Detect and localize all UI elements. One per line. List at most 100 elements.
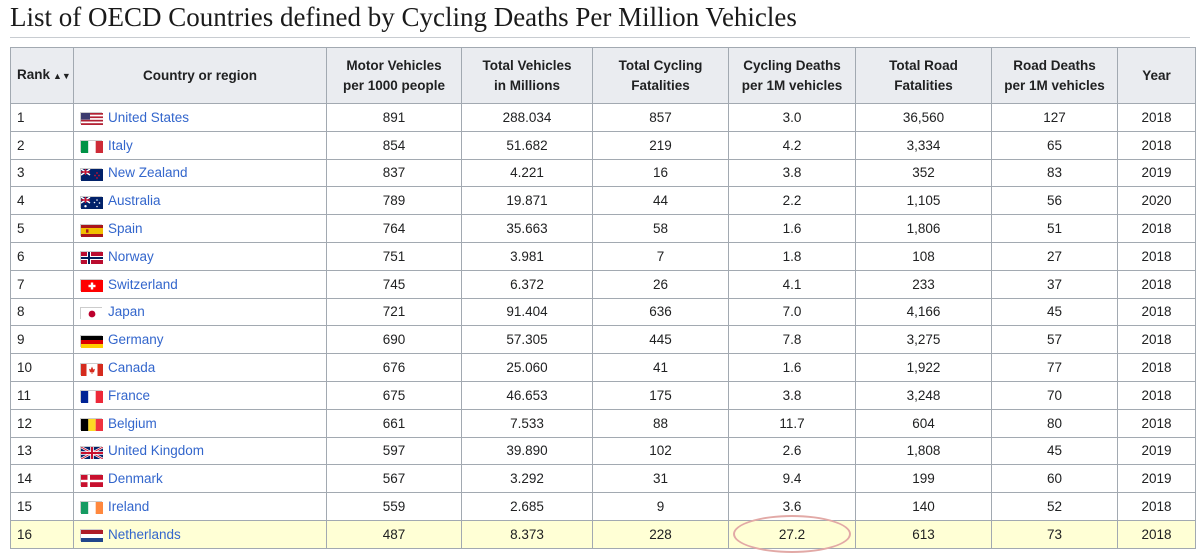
flag-icon (80, 390, 103, 404)
country-link[interactable]: Italy (108, 137, 133, 153)
cell-rank: 7 (10, 269, 74, 299)
cell-rank: 15 (10, 492, 74, 521)
country-link[interactable]: United Kingdom (108, 443, 205, 459)
table-row: 10 Canada 676 25.060 41 1.6 1,922 77 2018 (10, 353, 1196, 382)
country-link[interactable]: New Zealand (108, 165, 188, 181)
country-link[interactable]: Japan (108, 304, 145, 320)
flag-icon (80, 223, 103, 237)
country-link[interactable]: France (108, 387, 151, 403)
cell-country: Spain (73, 214, 327, 243)
cell-cycling-deaths-per-1m: 3.0 (728, 103, 856, 132)
cell-year: 2020 (1117, 186, 1196, 216)
cell-total-vehicles: 35.663 (461, 214, 593, 243)
cell-road-fatalities: 1,922 (855, 353, 992, 382)
cell-motor-vehicles: 837 (326, 158, 462, 188)
cell-motor-vehicles: 690 (326, 325, 462, 355)
cell-country: Netherlands (73, 519, 327, 549)
cell-cycling-deaths-per-1m: 2.6 (728, 436, 856, 466)
cell-motor-vehicles: 567 (326, 464, 462, 494)
cell-road-deaths-per-1m: 56 (991, 186, 1118, 216)
cell-total-vehicles: 6.372 (461, 269, 593, 299)
country-link[interactable]: Netherlands (108, 526, 181, 542)
cell-road-fatalities: 3,248 (855, 380, 992, 410)
cell-country: Germany (73, 325, 327, 355)
cell-motor-vehicles: 891 (326, 103, 462, 132)
cell-total-vehicles: 8.373 (461, 519, 593, 549)
cell-road-fatalities: 1,105 (855, 186, 992, 216)
flag-icon (80, 306, 103, 320)
cell-year: 2018 (1117, 380, 1196, 410)
cell-country: Australia (73, 186, 327, 216)
cell-rank: 13 (10, 436, 74, 466)
cell-motor-vehicles: 721 (326, 297, 462, 327)
cell-year: 2018 (1117, 353, 1196, 382)
flag-icon (80, 501, 103, 515)
cell-cycling-deaths-per-1m: 1.6 (728, 214, 856, 243)
cell-cycling-deaths-per-1m: 27.2 (728, 515, 856, 553)
cell-motor-vehicles: 487 (326, 519, 462, 549)
table-row: 4 Australia 789 19.871 44 2.2 1,105 56 2020 (10, 186, 1196, 216)
header-road-fatalities: Total Road Fatalities (855, 47, 992, 104)
cell-road-deaths-per-1m: 80 (991, 408, 1118, 438)
country-link[interactable]: Belgium (108, 415, 157, 431)
header-total-vehicles: Total Vehicles in Millions (461, 47, 593, 104)
country-link[interactable]: Norway (108, 248, 154, 264)
cell-total-vehicles: 4.221 (461, 158, 593, 188)
sort-icon[interactable]: ▲▼ (53, 71, 71, 81)
page-title: List of OECD Countries defined by Cyclin… (10, 0, 1190, 38)
cell-road-deaths-per-1m: 73 (991, 519, 1118, 549)
table-row: 14 Denmark 567 3.292 31 9.4 199 60 2019 (10, 464, 1196, 494)
header-motor-vehicles: Motor Vehicles per 1000 people (326, 47, 462, 104)
cell-country: United Kingdom (73, 436, 327, 466)
country-link[interactable]: Spain (108, 221, 143, 237)
cell-total-vehicles: 2.685 (461, 492, 593, 521)
cell-road-deaths-per-1m: 37 (991, 269, 1118, 299)
country-link[interactable]: Denmark (108, 471, 163, 487)
cell-motor-vehicles: 751 (326, 241, 462, 271)
cell-total-vehicles: 57.305 (461, 325, 593, 355)
country-link[interactable]: Canada (108, 360, 156, 376)
cell-cycling-fatalities: 41 (592, 353, 729, 382)
cell-road-deaths-per-1m: 57 (991, 325, 1118, 355)
cell-year: 2018 (1117, 269, 1196, 299)
cell-year: 2018 (1117, 130, 1196, 160)
cell-motor-vehicles: 764 (326, 214, 462, 243)
cell-year: 2018 (1117, 408, 1196, 438)
cell-road-fatalities: 233 (855, 269, 992, 299)
table-row: 2 Italy 854 51.682 219 4.2 3,334 65 2018 (10, 130, 1196, 160)
cell-cycling-fatalities: 58 (592, 214, 729, 243)
cell-road-fatalities: 1,808 (855, 436, 992, 466)
cell-year: 2018 (1117, 103, 1196, 132)
cell-cycling-fatalities: 31 (592, 464, 729, 494)
cell-road-deaths-per-1m: 45 (991, 436, 1118, 466)
cell-total-vehicles: 7.533 (461, 408, 593, 438)
country-link[interactable]: United States (108, 109, 190, 125)
cell-country: New Zealand (73, 158, 327, 188)
cell-cycling-deaths-per-1m: 9.4 (728, 464, 856, 494)
header-rank[interactable]: Rank ▲▼ (10, 47, 74, 104)
cell-motor-vehicles: 745 (326, 269, 462, 299)
cell-country: Italy (73, 130, 327, 160)
country-link[interactable]: Ireland (108, 499, 150, 515)
cell-motor-vehicles: 789 (326, 186, 462, 216)
cell-rank: 10 (10, 353, 74, 382)
cell-rank: 14 (10, 464, 74, 494)
cell-year: 2018 (1117, 214, 1196, 243)
cell-year: 2018 (1117, 519, 1196, 549)
cell-road-fatalities: 3,275 (855, 325, 992, 355)
cell-total-vehicles: 25.060 (461, 353, 593, 382)
country-link[interactable]: Switzerland (108, 276, 178, 292)
table-row: 3 New Zealand 837 4.221 16 3.8 352 83 2019 (10, 158, 1196, 188)
cell-total-vehicles: 19.871 (461, 186, 593, 216)
country-link[interactable]: Australia (108, 193, 161, 209)
cell-road-deaths-per-1m: 51 (991, 214, 1118, 243)
flag-icon (80, 251, 103, 265)
cell-rank: 1 (10, 103, 74, 132)
cell-year: 2018 (1117, 325, 1196, 355)
cell-rank: 6 (10, 241, 74, 271)
cell-motor-vehicles: 559 (326, 492, 462, 521)
flag-icon (80, 473, 103, 487)
country-link[interactable]: Germany (108, 332, 164, 348)
header-cycling-deaths-per-1m: Cycling Deaths per 1M vehicles (728, 47, 856, 104)
cell-cycling-fatalities: 228 (592, 519, 729, 549)
